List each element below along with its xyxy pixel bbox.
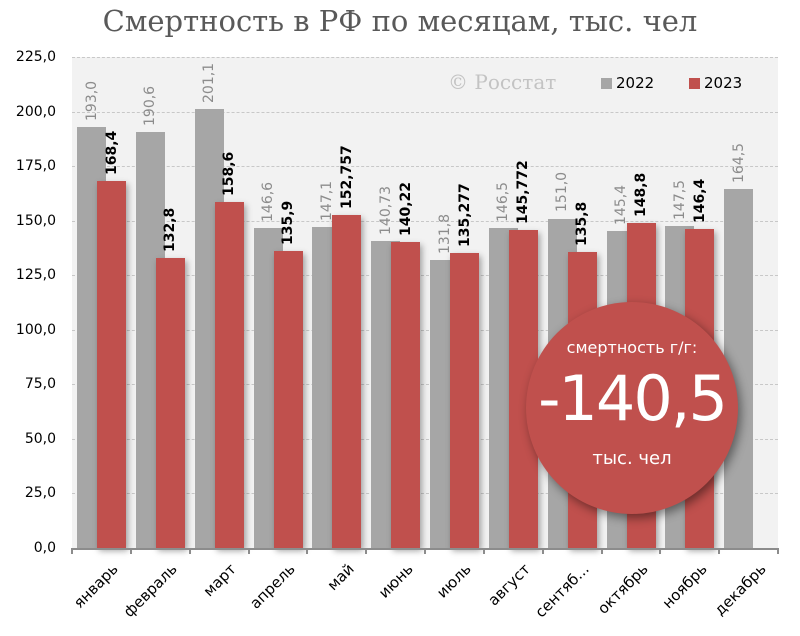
data-label-2023: 152,757 bbox=[338, 144, 355, 209]
x-tick bbox=[365, 548, 368, 554]
data-label-2022: 151,0 bbox=[554, 172, 571, 213]
y-tick-label: 25,0 bbox=[24, 485, 56, 502]
badge-caption: смертность г/г: bbox=[566, 338, 698, 357]
y-tick-label: 175,0 bbox=[15, 158, 56, 175]
data-label-2022: 131,8 bbox=[436, 214, 453, 255]
bar-2023 bbox=[450, 252, 479, 548]
x-tick bbox=[777, 548, 779, 554]
x-tick bbox=[482, 548, 485, 554]
data-label-2023: 135,8 bbox=[574, 201, 591, 246]
data-label-2022: 145,4 bbox=[613, 184, 629, 225]
y-tick-label: 225,0 bbox=[15, 49, 56, 65]
bar-2023 bbox=[155, 258, 185, 548]
gridline bbox=[72, 111, 778, 113]
x-tick bbox=[129, 548, 132, 554]
gridline bbox=[72, 57, 778, 58]
x-tick bbox=[718, 548, 721, 554]
x-tick bbox=[424, 548, 426, 554]
data-label-2023: 168,4 bbox=[103, 130, 120, 175]
x-tick bbox=[71, 548, 73, 554]
bar-2023 bbox=[97, 180, 126, 548]
source-watermark: © Росстат bbox=[448, 70, 557, 94]
data-label-2023: 135,9 bbox=[280, 201, 296, 246]
data-label-2023: 158,6 bbox=[221, 151, 238, 196]
bar-2023 bbox=[391, 242, 421, 548]
gridline bbox=[72, 166, 778, 168]
legend-swatch-2023-icon bbox=[689, 77, 700, 89]
legend-item-2023: 2023 bbox=[689, 74, 742, 92]
gridline bbox=[72, 384, 778, 386]
y-tick-label: 100,0 bbox=[15, 321, 56, 338]
legend-label-2022: 2022 bbox=[616, 74, 655, 92]
legend-item-2022: 2022 bbox=[601, 74, 654, 92]
x-tick bbox=[247, 548, 250, 554]
x-tick bbox=[659, 548, 662, 554]
plot-area: 193,0 168,4 190,6 132,8 201,1 158,6 146,6 135,9… bbox=[72, 57, 778, 548]
badge-value: -140,5 bbox=[538, 362, 728, 435]
bar-2023 bbox=[214, 201, 244, 548]
data-label-2022: 140,73 bbox=[377, 185, 394, 235]
x-tick bbox=[188, 548, 191, 554]
x-tick bbox=[600, 548, 603, 554]
x-tick bbox=[541, 548, 544, 554]
y-tick-label: 200,0 bbox=[15, 103, 56, 120]
data-label-2022: 201,1 bbox=[201, 63, 218, 104]
y-tick-label: 75,0 bbox=[24, 376, 56, 393]
legend-swatch-2022-icon bbox=[601, 77, 612, 89]
gridline bbox=[72, 220, 778, 222]
gridline bbox=[72, 438, 778, 440]
legend-label-2023: 2023 bbox=[704, 74, 743, 92]
gridline bbox=[72, 493, 778, 495]
badge-unit: тыс. чел bbox=[592, 448, 672, 469]
yoy-mortality-badge: смертность г/г: -140,5 тыс. чел bbox=[526, 302, 738, 514]
data-label-2023: 145,772 bbox=[515, 160, 532, 224]
y-tick-label: 50,0 bbox=[24, 430, 56, 447]
y-tick-label: 125,0 bbox=[15, 267, 56, 284]
bar-2023 bbox=[332, 214, 362, 548]
y-tick-label: 150,0 bbox=[15, 212, 56, 229]
data-label-2023: 140,22 bbox=[397, 181, 414, 236]
y-tick-label: 0,0 bbox=[33, 540, 56, 556]
bar-2023 bbox=[273, 251, 303, 548]
data-label-2023: 135,277 bbox=[456, 183, 473, 247]
data-label-2023: 148,8 bbox=[633, 172, 649, 218]
gridline bbox=[72, 275, 778, 277]
data-label-2023: 132,8 bbox=[162, 207, 179, 253]
data-label-2022: 193,0 bbox=[83, 80, 100, 121]
data-label-2023: 146,4 bbox=[691, 178, 708, 223]
gridline bbox=[72, 329, 778, 331]
chart-title: Смертность в РФ по месяцам, тыс. чел bbox=[102, 4, 698, 38]
x-tick bbox=[306, 548, 309, 554]
data-label-2022: 190,6 bbox=[142, 85, 159, 127]
data-label-2022: 146,5 bbox=[495, 182, 512, 223]
data-label-2022: 147,5 bbox=[671, 180, 688, 221]
data-label-2022: 146,6 bbox=[260, 181, 276, 223]
data-label-2022: 164,5 bbox=[730, 142, 747, 184]
